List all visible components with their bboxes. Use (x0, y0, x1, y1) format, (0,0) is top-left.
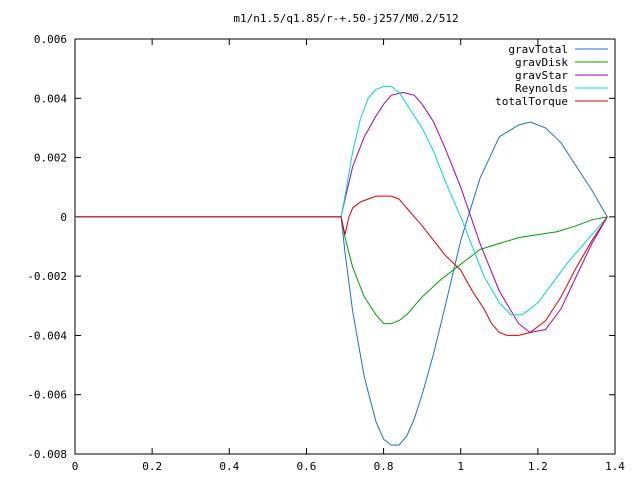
x-tick-label: 0.4 (219, 460, 239, 473)
series-line-gravStar (75, 91, 608, 334)
x-tick-label: 0 (72, 460, 79, 473)
legend: gravTotalgravDiskgravStarReynoldstotalTo… (495, 43, 608, 108)
series-layer (75, 85, 608, 446)
x-tick-label: 0.2 (142, 460, 162, 473)
legend-label-totalTorque: totalTorque (495, 95, 568, 108)
plot-border (74, 38, 616, 455)
x-tick-label: 0.6 (296, 460, 316, 473)
series-line-totalTorque (75, 195, 608, 336)
y-tick-label: -0.002 (27, 270, 67, 283)
x-axis: 0 0.2 0.4 0.6 0.8 1 1.2 1.4 (72, 39, 625, 473)
x-tick-label: 1.4 (605, 460, 625, 473)
legend-label-Reynolds: Reynolds (515, 82, 568, 95)
chart-title: m1/n1.5/q1.85/r-+.50-j257/M0.2/512 (233, 12, 458, 25)
series-line-gravTotal (75, 121, 608, 446)
y-axis: -0.008 -0.006 -0.004 -0.002 0 0.002 0.004 0.006 (27, 33, 615, 461)
y-tick-label: -0.004 (27, 329, 67, 342)
y-tick-label: -0.006 (27, 389, 67, 402)
x-tick-label: 1 (457, 460, 464, 473)
y-tick-label: 0.006 (34, 33, 67, 46)
legend-label-gravDisk: gravDisk (515, 56, 568, 69)
plot-frame (74, 38, 616, 455)
y-tick-label: 0.004 (34, 92, 67, 105)
y-tick-label: 0 (60, 211, 67, 224)
legend-label-gravStar: gravStar (515, 69, 568, 82)
y-tick-label: 0.002 (34, 152, 67, 165)
legend-label-gravTotal: gravTotal (508, 43, 568, 56)
y-tick-label: -0.008 (27, 448, 67, 461)
series-line-gravDisk (75, 216, 608, 325)
x-tick-label: 1.2 (528, 460, 548, 473)
x-tick-label: 0.8 (374, 460, 394, 473)
series-line-Reynolds (75, 85, 608, 316)
